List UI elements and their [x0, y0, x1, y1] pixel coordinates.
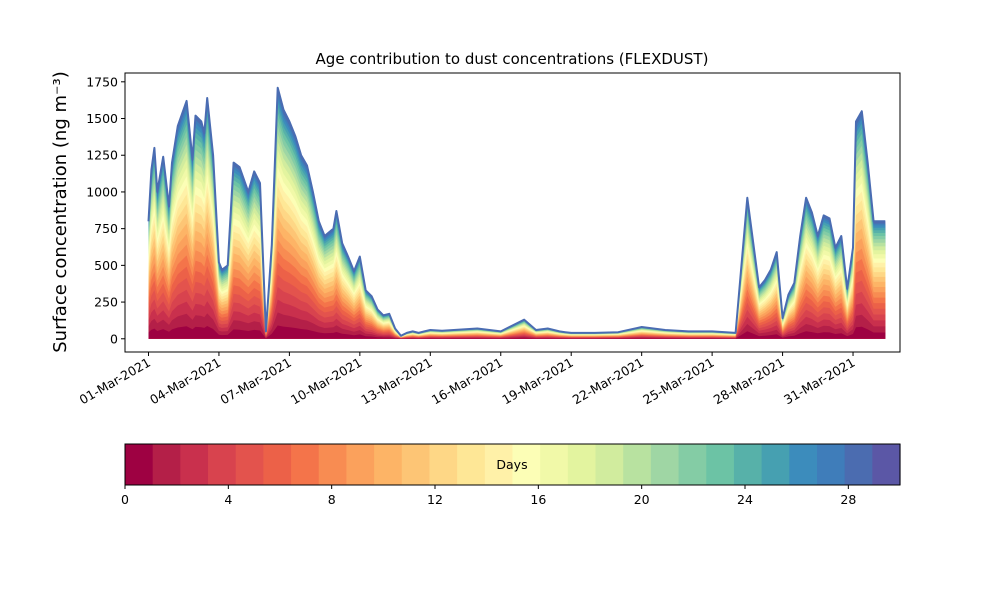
- colorbar-swatch: [235, 444, 264, 485]
- colorbar-swatch: [733, 444, 763, 485]
- colorbar-swatch: [789, 444, 818, 485]
- colorbar-swatch: [540, 444, 569, 485]
- plot-areas: [147, 86, 886, 339]
- x-tick-label: 10-Mar-2021: [288, 355, 364, 408]
- y-axis-label: Surface concentration (ng m⁻³): [50, 71, 71, 353]
- colorbar-tick-label: 8: [328, 492, 336, 507]
- y-tick-label: 1750: [86, 74, 118, 89]
- colorbar-swatch: [401, 444, 431, 485]
- colorbar-swatch: [623, 444, 652, 485]
- x-tick-label: 16-Mar-2021: [429, 355, 505, 408]
- colorbar-swatch: [678, 444, 707, 485]
- x-tick-label: 13-Mar-2021: [358, 355, 434, 408]
- colorbar-swatch: [374, 444, 403, 485]
- colorbar-tick-label: 28: [840, 492, 856, 507]
- x-tick-label: 04-Mar-2021: [147, 355, 223, 408]
- y-tick-label: 750: [94, 221, 118, 236]
- y-tick-label: 500: [94, 258, 118, 273]
- colorbar-tick-label: 20: [634, 492, 650, 507]
- colorbar-swatch: [318, 444, 348, 485]
- y-axis: 0 250 500 750 1000 1250 1500 1750: [86, 74, 125, 346]
- y-tick-label: 1500: [86, 111, 118, 126]
- colorbar-swatch: [567, 444, 597, 485]
- colorbar-frame: [124, 443, 901, 486]
- x-tick-label: 22-Mar-2021: [570, 355, 646, 408]
- colorbar-swatch: [125, 444, 154, 485]
- total-line: [147, 86, 886, 337]
- colorbar-tick-label: 0: [121, 492, 129, 507]
- y-tick-label: 1250: [86, 148, 118, 163]
- colorbar-tick-label: 16: [530, 492, 546, 507]
- colorbar-swatch: [816, 444, 846, 485]
- x-tick-label: 01-Mar-2021: [77, 355, 153, 408]
- colorbar-swatch: [484, 444, 514, 485]
- colorbar-tick-label: 12: [427, 492, 443, 507]
- colorbar-swatch: [208, 444, 237, 485]
- colorbar-tick-label: 4: [224, 492, 232, 507]
- x-tick-label: 25-Mar-2021: [640, 355, 716, 408]
- x-tick-label: 28-Mar-2021: [711, 355, 787, 408]
- y-tick-label: 0: [110, 331, 118, 346]
- x-tick-label: 19-Mar-2021: [499, 355, 575, 408]
- x-tick-label: 07-Mar-2021: [218, 355, 294, 408]
- colorbar-swatch: [429, 444, 458, 485]
- y-tick-label: 250: [94, 295, 118, 310]
- colorbar-swatch: [180, 444, 209, 485]
- colorbar-swatch: [457, 444, 486, 485]
- chart-title: Age contribution to dust concentrations …: [316, 50, 709, 68]
- colorbar-tick-label: 24: [737, 492, 753, 507]
- colorbar-swatch: [595, 444, 624, 485]
- colorbar: 0 4 8 12 16 20 24 28: [121, 443, 901, 507]
- colorbar-swatch: [706, 444, 735, 485]
- x-axis: 01-Mar-202104-Mar-202107-Mar-202110-Mar-…: [77, 352, 858, 407]
- age-area-1: [148, 312, 886, 339]
- colorbar-swatch: [152, 444, 181, 485]
- colorbar-swatch: [291, 444, 320, 485]
- x-tick-label: 31-Mar-2021: [781, 355, 857, 408]
- colorbar-swatch: [872, 444, 901, 485]
- colorbar-swatch: [346, 444, 375, 485]
- plot-frame: [124, 72, 901, 353]
- colorbar-swatch: [512, 444, 541, 485]
- y-tick-label: 1000: [86, 184, 118, 199]
- colorbar-label: Days: [496, 457, 527, 472]
- colorbar-swatch: [761, 444, 790, 485]
- age-area-0: [148, 325, 886, 339]
- colorbar-swatch: [844, 444, 873, 485]
- colorbar-swatch: [263, 444, 292, 485]
- colorbar-swatch: [650, 444, 680, 485]
